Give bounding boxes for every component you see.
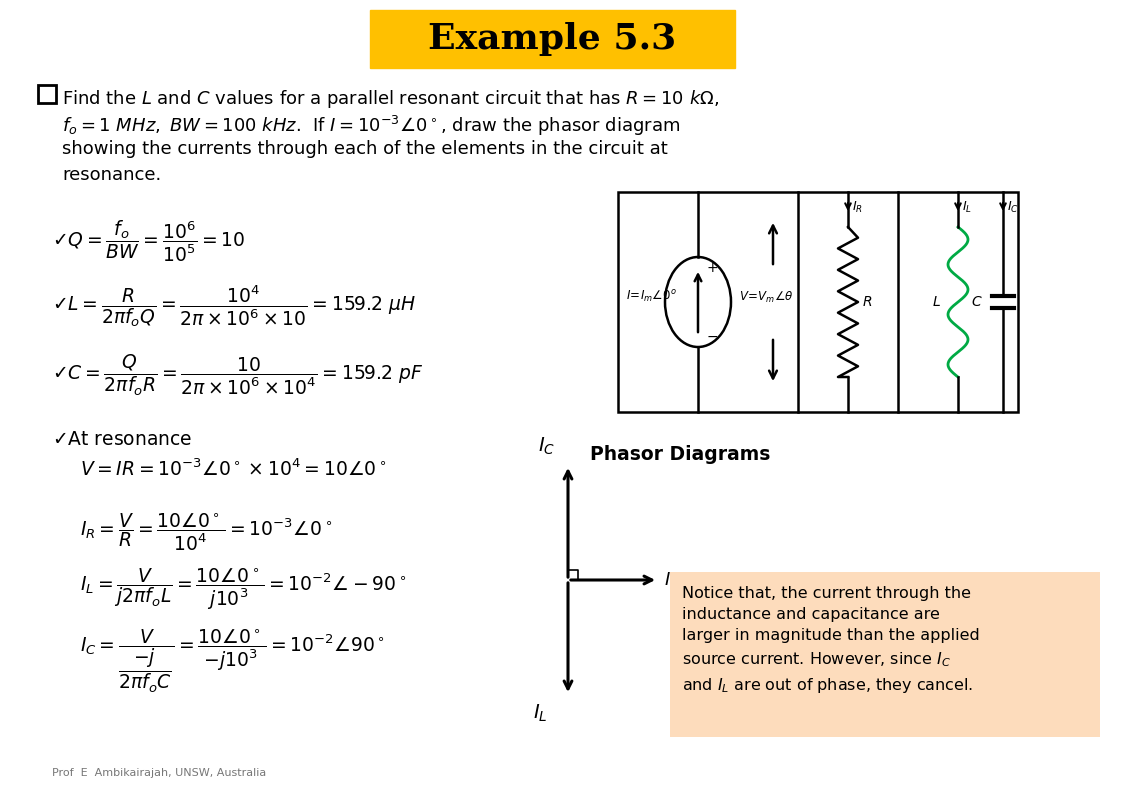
Text: $V = IR = 10^{-3}\angle 0^\circ \times 10^4 = 10\angle 0^\circ$: $V = IR = 10^{-3}\angle 0^\circ \times 1… bbox=[80, 458, 387, 479]
Text: $f_o = 1\ MHz,\ BW = 100\ kHz$.  If $I = 10^{-3}\angle 0^\circ$, draw the phasor: $f_o = 1\ MHz,\ BW = 100\ kHz$. If $I = … bbox=[62, 114, 680, 138]
Bar bbox=[618, 192, 1017, 412]
Text: $I_R = \dfrac{V}{R} = \dfrac{10\angle 0^\circ}{10^4} = 10^{-3}\angle 0^\circ$: $I_R = \dfrac{V}{R} = \dfrac{10\angle 0^… bbox=[80, 512, 332, 554]
Text: $\checkmark C = \dfrac{Q}{2\pi f_o R} = \dfrac{10}{2\pi \times 10^6 \times 10^4}: $\checkmark C = \dfrac{Q}{2\pi f_o R} = … bbox=[52, 353, 424, 398]
Text: $V\!=\!V_m\angle\theta$: $V\!=\!V_m\angle\theta$ bbox=[739, 290, 794, 305]
FancyBboxPatch shape bbox=[670, 572, 1100, 737]
Text: resonance.: resonance. bbox=[62, 166, 161, 184]
Text: $I_R$: $I_R$ bbox=[852, 200, 863, 215]
Text: showing the currents through each of the elements in the circuit at: showing the currents through each of the… bbox=[62, 140, 668, 158]
Text: $I_L = \dfrac{V}{j2\pi f_o L} = \dfrac{10\angle 0^\circ}{j10^3} = 10^{-2}\angle : $I_L = \dfrac{V}{j2\pi f_o L} = \dfrac{1… bbox=[80, 567, 406, 612]
Text: $-$: $-$ bbox=[706, 329, 719, 343]
Text: Find the $L$ and $C$ values for a parallel resonant circuit that has $R = 10\ k\: Find the $L$ and $C$ values for a parall… bbox=[62, 88, 720, 110]
Text: +: + bbox=[706, 261, 717, 275]
Text: $I_L$: $I_L$ bbox=[534, 703, 547, 724]
Text: $I_C$: $I_C$ bbox=[538, 436, 555, 457]
Text: $L$: $L$ bbox=[932, 295, 941, 309]
Text: Phasor Diagrams: Phasor Diagrams bbox=[590, 446, 770, 465]
Text: $I_C$: $I_C$ bbox=[1007, 200, 1019, 215]
Text: $I_L$: $I_L$ bbox=[962, 200, 972, 215]
Text: $\checkmark L = \dfrac{R}{2\pi f_o Q} = \dfrac{10^4}{2\pi \times 10^6 \times 10}: $\checkmark L = \dfrac{R}{2\pi f_o Q} = … bbox=[52, 283, 416, 329]
Text: $I\!=\!I_R$: $I\!=\!I_R$ bbox=[664, 570, 700, 590]
Text: $\checkmark Q = \dfrac{f_o}{BW} = \dfrac{10^6}{10^5} = 10$: $\checkmark Q = \dfrac{f_o}{BW} = \dfrac… bbox=[52, 218, 245, 264]
Text: $\checkmark$At resonance: $\checkmark$At resonance bbox=[52, 430, 193, 449]
Bar bbox=[38, 85, 56, 103]
Text: Notice that, the current through the
inductance and capacitance are
larger in ma: Notice that, the current through the ind… bbox=[682, 586, 980, 694]
Text: $R$: $R$ bbox=[862, 295, 872, 309]
Text: $I\!=\!I_m\angle 0^o$: $I\!=\!I_m\angle 0^o$ bbox=[626, 289, 677, 305]
FancyBboxPatch shape bbox=[370, 10, 735, 68]
Text: Prof  E  Ambikairajah, UNSW, Australia: Prof E Ambikairajah, UNSW, Australia bbox=[52, 768, 266, 778]
Text: $I_C = \dfrac{V}{\dfrac{-j}{2\pi f_o C}} = \dfrac{10\angle 0^\circ}{-j10^3} = 10: $I_C = \dfrac{V}{\dfrac{-j}{2\pi f_o C}}… bbox=[80, 628, 385, 695]
Text: Example 5.3: Example 5.3 bbox=[429, 22, 677, 56]
Text: $C$: $C$ bbox=[971, 295, 982, 309]
